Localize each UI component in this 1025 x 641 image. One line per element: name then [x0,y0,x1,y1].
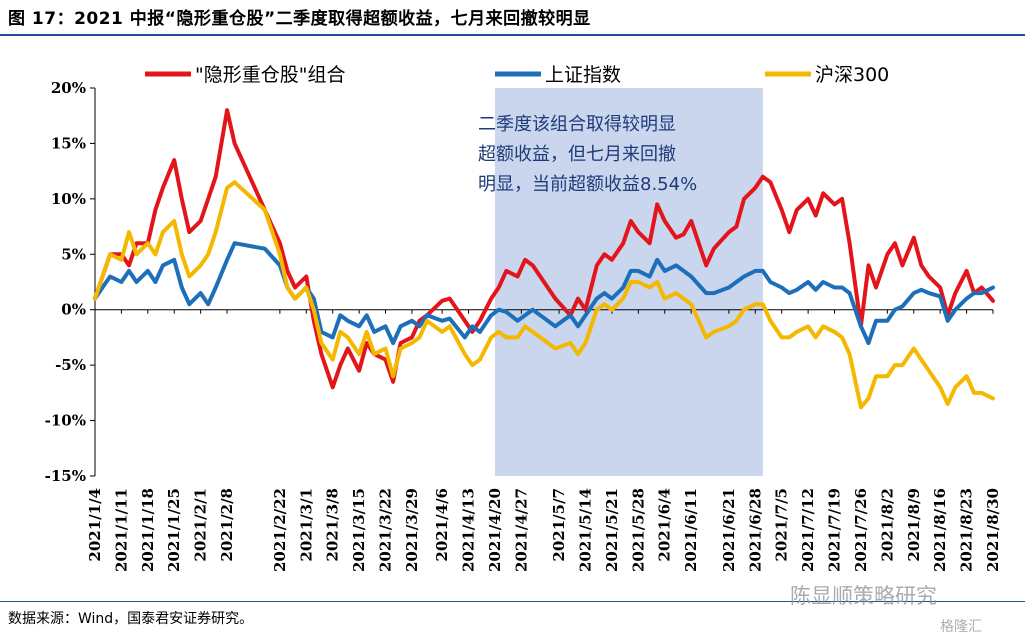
title-rule [0,34,1025,36]
x-tick-label: 2021/5/7 [550,488,568,562]
x-tick-label: 2021/6/4 [656,488,674,562]
x-tick-label: 2021/8/30 [984,488,1002,572]
y-tick-label: 5% [61,245,86,263]
x-tick-label: 2021/8/16 [931,488,949,572]
x-tick-label: 2021/7/12 [799,488,817,572]
y-tick-label: -15% [45,467,86,485]
series-line-3 [93,180,995,410]
x-tick-label: 2021/4/20 [486,488,504,572]
axes: 20% 15% 10% 5% 0% -5% -10% -15%2021/1/4 2021/1/1… [45,79,1002,572]
line-chart: 20% 15% 10% 5% 0% -5% -10% -15%2021/1/4 2021/1/1… [45,64,1002,572]
series-lines [93,108,995,410]
series-line-1 [93,108,995,390]
x-tick-label: 2021/3/15 [350,488,368,572]
x-tick-label: 2021/1/4 [86,488,104,562]
x-tick-label: 2021/8/23 [958,488,976,572]
x-tick-label: 2021/2/22 [271,488,289,572]
x-tick-label: 2021/5/28 [629,488,647,572]
annotation-line-1: 二季度该组合取得较明显 [478,114,676,135]
watermark-logo: 格隆汇 [940,619,982,635]
x-tick-label: 2021/6/11 [682,488,700,572]
watermark-text: 陈显顺策略研究 [790,584,937,608]
x-tick-label: 2021/3/22 [377,488,395,572]
legend-label-3: 沪深300 [815,64,889,86]
footer-rule [0,601,1025,602]
x-tick-label: 2021/3/8 [324,488,342,562]
x-tick-label: 2021/1/18 [139,488,157,572]
x-tick-label: 2021/7/19 [826,488,844,572]
x-tick-label: 2021/2/8 [218,488,236,562]
source-note: 数据来源：Wind，国泰君安证券研究。 [8,611,254,627]
x-tick-label: 2021/8/9 [905,488,923,562]
x-tick-label: 2021/8/2 [878,488,896,562]
y-tick-label: 10% [51,190,86,208]
x-tick-label: 2021/4/13 [460,488,478,572]
x-tick-label: 2021/6/28 [746,488,764,572]
annotation-line-3: 明显，当前超额收益8.54% [478,174,697,195]
x-tick-label: 2021/6/21 [720,488,738,572]
x-tick-label: 2021/4/6 [433,488,451,562]
x-tick-label: 2021/4/27 [512,488,530,572]
x-tick-label: 2021/7/26 [852,488,870,572]
x-tick-label: 2021/3/1 [297,488,315,562]
x-tick-label: 2021/2/1 [192,488,210,562]
x-tick-label: 2021/5/21 [603,488,621,572]
x-tick-label: 2021/1/11 [112,488,130,572]
y-tick-label: 0% [61,301,86,319]
x-tick-label: 2021/7/5 [773,488,791,562]
y-tick-label: 20% [51,79,86,97]
x-tick-label: 2021/3/29 [403,488,421,572]
legend-label-2: 上证指数 [545,64,621,86]
legend-label-1: "隐形重仓股"组合 [195,64,345,86]
figure-title: 图 17：2021 中报“隐形重仓股”二季度取得超额收益，七月来回撤较明显 [8,9,591,29]
x-tick-label: 2021/5/14 [577,488,595,572]
annotation-line-2: 超额收益，但七月来回撤 [478,144,676,165]
y-tick-label: 15% [51,134,86,152]
y-tick-label: -5% [55,356,86,374]
y-tick-label: -10% [45,412,86,430]
x-tick-label: 2021/1/25 [165,488,183,572]
series-line-2 [93,241,995,345]
legend: "隐形重仓股"组合 上证指数 沪深300 [145,64,889,86]
